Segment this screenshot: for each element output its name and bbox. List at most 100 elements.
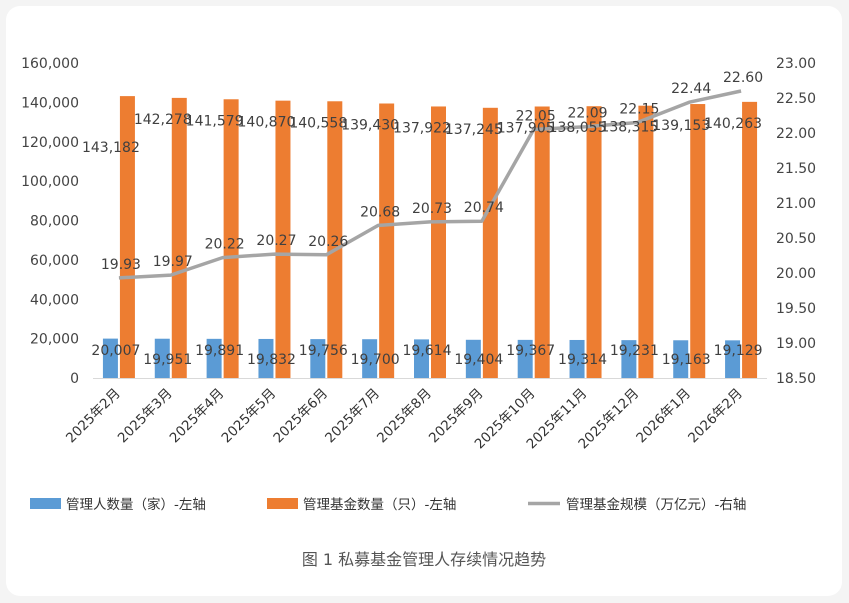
left-tick-label: 40,000	[30, 292, 79, 308]
fund-count-label: 138,315	[600, 120, 658, 136]
fund-count-label: 139,153	[652, 118, 710, 134]
manager-count-bar	[621, 340, 637, 378]
fund-count-bar	[275, 100, 291, 379]
x-category-label: 2025年4月	[167, 386, 228, 447]
legend-label-managers: 管理人数量（家）-左轴	[66, 496, 206, 513]
fund-count-label: 141,579	[186, 113, 244, 129]
fund-scale-label: 20.27	[256, 233, 296, 249]
fund-scale-line-group	[118, 89, 742, 280]
fund-scale-label: 20.26	[308, 234, 348, 250]
right-tick-label: 22.50	[776, 91, 816, 107]
manager-count-bar	[154, 338, 170, 378]
x-category-label: 2025年7月	[322, 386, 383, 447]
x-category-label: 2026年2月	[685, 386, 746, 447]
right-axis-ticks: 18.50 19.00 19.50 20.00 20.50 21.00 21.50 22.00…	[776, 56, 816, 387]
manager-count-bar	[414, 339, 429, 378]
fund-scale-label: 19.93	[101, 257, 141, 273]
manager-count-label: 19,614	[403, 343, 452, 359]
fund-count-label: 137,245	[445, 122, 503, 138]
right-tick-label: 22.00	[776, 126, 816, 142]
x-category-label: 2026年1月	[633, 386, 694, 447]
right-tick-label: 19.00	[776, 336, 816, 352]
right-tick-label: 18.50	[776, 371, 816, 387]
manager-count-bar	[517, 339, 533, 378]
fund-scale-label: 20.74	[464, 200, 504, 216]
fund-count-bar	[119, 96, 135, 378]
fund-scale-label: 22.44	[671, 81, 711, 97]
fund-count-label: 137,905	[497, 120, 555, 136]
manager-count-bar	[258, 338, 274, 378]
x-axis-labels: 2025年2月2025年3月2025年4月2025年5月2025年6月2025年…	[63, 386, 746, 453]
right-tick-label: 21.00	[776, 196, 816, 212]
fund-scale-label: 20.68	[360, 204, 400, 220]
fund-count-label: 140,263	[704, 116, 762, 132]
fund-scale-label: 22.60	[723, 70, 763, 86]
chart-caption: 图 1 私募基金管理人存续情况趋势	[302, 550, 546, 569]
fund-count-bar	[171, 97, 187, 378]
left-tick-label: 20,000	[30, 332, 79, 348]
left-tick-label: 160,000	[21, 56, 79, 72]
fund-count-label: 137,922	[393, 120, 451, 136]
legend: 管理人数量（家）-左轴 管理基金数量（只）-左轴 管理基金规模（万亿元）-右轴	[30, 496, 746, 513]
manager-count-label: 19,231	[610, 343, 659, 359]
x-category-label: 2025年5月	[219, 386, 280, 447]
fund-count-bar	[431, 106, 446, 378]
right-tick-label: 23.00	[776, 56, 816, 72]
manager-count-label: 19,832	[247, 352, 296, 368]
legend-swatch-managers	[30, 498, 61, 509]
fund-count-labels: 143,182 142,278141,579140,870140,558139,4…	[82, 112, 762, 156]
manager-count-label: 19,314	[558, 352, 607, 368]
fund-count-label: 142,278	[134, 112, 192, 128]
manager-count-label: 19,756	[299, 343, 348, 359]
manager-count-bar	[673, 340, 689, 378]
fund-scale-label: 22.09	[567, 106, 607, 122]
fund-count-bar	[534, 106, 550, 378]
fund-count-bar	[586, 106, 602, 378]
right-tick-label: 21.50	[776, 161, 816, 177]
manager-count-bars	[102, 338, 741, 378]
x-category-label: 2025年2月	[63, 386, 124, 447]
x-category-label: 2025年3月	[115, 386, 176, 447]
manager-count-label: 19,129	[714, 343, 763, 359]
fund-scale-label: 20.22	[205, 237, 245, 253]
fund-scale-label: 19.97	[153, 254, 193, 270]
fund-scale-line	[118, 89, 742, 280]
left-tick-label: 100,000	[21, 174, 79, 190]
manager-count-label: 19,367	[506, 343, 555, 359]
manager-count-bar	[465, 339, 481, 378]
fund-count-bars	[119, 96, 758, 379]
manager-count-label: 19,163	[662, 352, 711, 368]
right-tick-label: 20.00	[776, 266, 816, 282]
fund-count-label: 140,558	[289, 115, 347, 131]
right-tick-label: 20.50	[776, 231, 816, 247]
left-tick-label: 60,000	[30, 253, 79, 269]
manager-count-label: 20,007	[91, 343, 140, 359]
fund-scale-label: 22.05	[516, 109, 556, 125]
manager-count-bar	[206, 338, 222, 378]
manager-count-bar	[569, 339, 585, 378]
manager-count-bar	[310, 339, 326, 378]
fund-scale-labels: 19.93 19.97 20.22 20.27 20.26 20.68 20.73 20.74…	[101, 70, 763, 273]
manager-count-bar	[362, 339, 378, 378]
fund-count-bar	[482, 107, 498, 379]
manager-count-bar	[725, 340, 741, 378]
fund-count-label: 139,430	[341, 117, 399, 133]
fund-count-bar	[638, 105, 654, 378]
manager-count-labels: 20,00719,95119,89119,83219,75619,70019,6…	[91, 343, 762, 368]
manager-count-label: 19,700	[351, 352, 400, 368]
fund-count-bar	[742, 101, 758, 379]
fund-count-bar	[690, 104, 706, 378]
fund-scale-label: 22.15	[619, 102, 659, 118]
manager-count-label: 19,404	[454, 352, 503, 368]
fund-count-label: 138,055	[549, 120, 607, 136]
left-axis-ticks: 0 20,000 40,000 60,000 80,000 100,000 120,000 1…	[21, 56, 79, 387]
fund-count-bar	[379, 103, 395, 378]
fund-scale-label: 20.73	[412, 201, 452, 217]
manager-count-label: 19,951	[143, 352, 192, 368]
manager-count-bar	[102, 338, 118, 378]
x-category-label: 2025年8月	[374, 386, 435, 447]
fund-count-bar	[327, 101, 343, 379]
fund-count-label: 143,182	[82, 140, 140, 156]
right-tick-label: 19.50	[776, 301, 816, 317]
